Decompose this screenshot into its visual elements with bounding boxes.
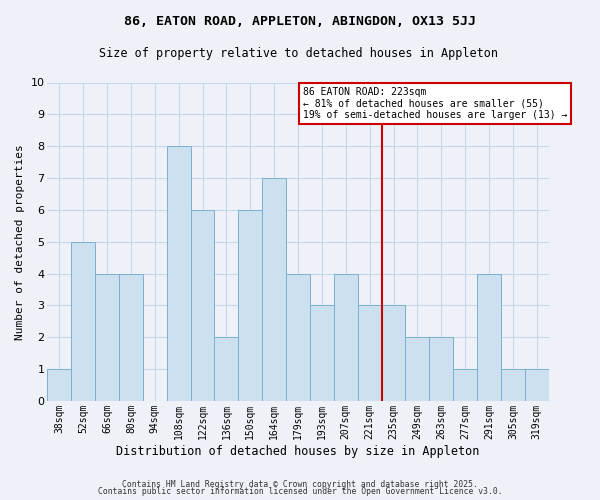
Bar xyxy=(214,337,238,401)
Bar xyxy=(406,337,430,401)
Bar xyxy=(191,210,214,401)
Bar xyxy=(477,274,501,401)
X-axis label: Distribution of detached houses by size in Appleton: Distribution of detached houses by size … xyxy=(116,444,480,458)
Text: 86 EATON ROAD: 223sqm
← 81% of detached houses are smaller (55)
19% of semi-deta: 86 EATON ROAD: 223sqm ← 81% of detached … xyxy=(303,88,567,120)
Bar xyxy=(501,369,525,401)
Bar xyxy=(262,178,286,401)
Text: 86, EATON ROAD, APPLETON, ABINGDON, OX13 5JJ: 86, EATON ROAD, APPLETON, ABINGDON, OX13… xyxy=(124,15,476,28)
Bar xyxy=(382,306,406,401)
Bar xyxy=(167,146,191,401)
Bar xyxy=(119,274,143,401)
Text: Contains public sector information licensed under the Open Government Licence v3: Contains public sector information licen… xyxy=(98,487,502,496)
Title: Size of property relative to detached houses in Appleton: Size of property relative to detached ho… xyxy=(98,48,497,60)
Bar xyxy=(238,210,262,401)
Bar xyxy=(358,306,382,401)
Bar xyxy=(47,369,71,401)
Bar xyxy=(334,274,358,401)
Y-axis label: Number of detached properties: Number of detached properties xyxy=(15,144,25,340)
Text: Contains HM Land Registry data © Crown copyright and database right 2025.: Contains HM Land Registry data © Crown c… xyxy=(122,480,478,489)
Bar xyxy=(95,274,119,401)
Bar xyxy=(286,274,310,401)
Bar xyxy=(453,369,477,401)
Bar xyxy=(310,306,334,401)
Bar xyxy=(71,242,95,401)
Bar xyxy=(525,369,548,401)
Bar xyxy=(430,337,453,401)
